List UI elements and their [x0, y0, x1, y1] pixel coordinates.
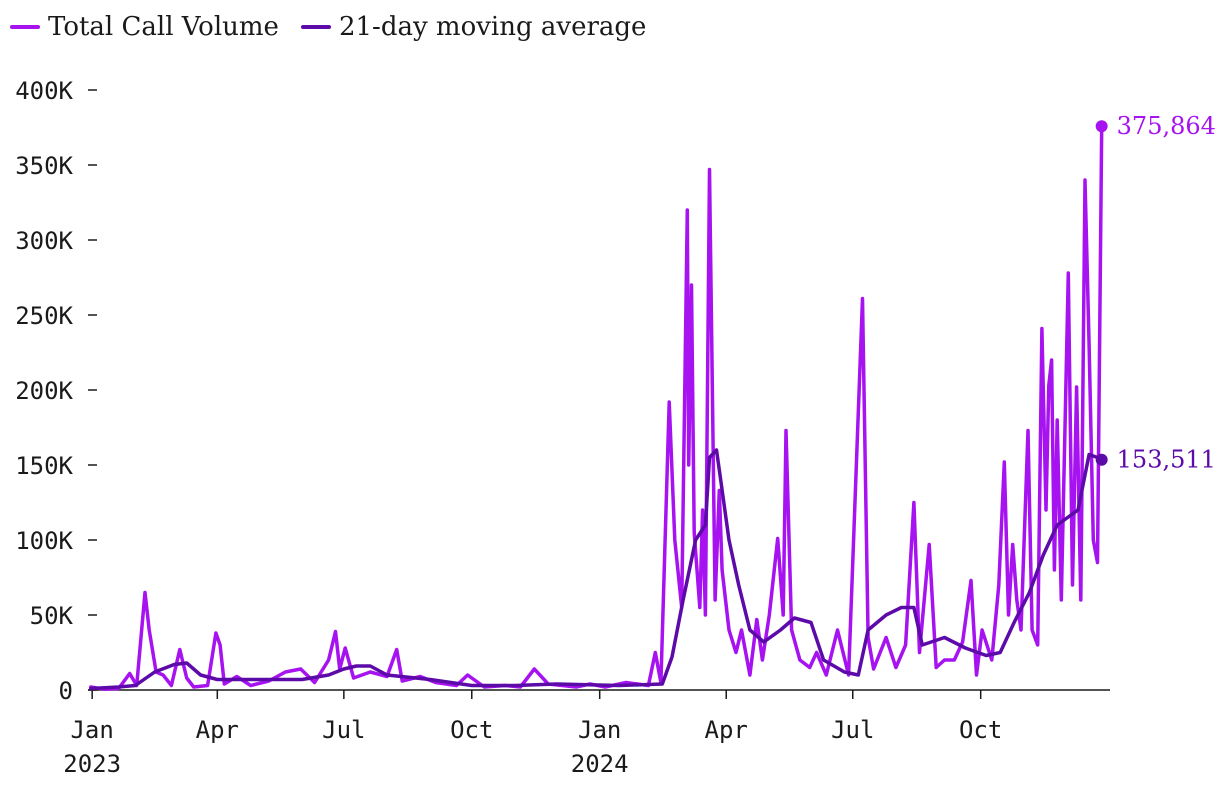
end-value-label-total: 375,864	[1117, 112, 1216, 140]
legend-swatch-total	[10, 25, 40, 29]
legend-label-total: Total Call Volume	[48, 12, 279, 42]
legend-item-total: Total Call Volume	[10, 12, 279, 42]
x-tick-label: Jul	[322, 716, 365, 744]
y-tick-label: 50K	[30, 602, 74, 630]
x-tick-label: Oct	[450, 716, 493, 744]
y-tick-label: 0	[59, 677, 73, 705]
end-marker-average	[1095, 453, 1108, 466]
y-tick-label: 400K	[15, 77, 73, 105]
y-tick-label: 300K	[15, 227, 73, 255]
y-tick-label: 350K	[15, 152, 73, 180]
end-value-label-average: 153,511	[1117, 446, 1216, 474]
x-tick-label: Jan	[70, 716, 113, 744]
x-tick-year-label: 2024	[571, 750, 629, 778]
legend-swatch-average	[300, 25, 331, 29]
y-tick-label: 250K	[15, 302, 73, 330]
y-tick-label: 100K	[15, 527, 73, 555]
x-tick-label: Jul	[831, 716, 874, 744]
series-line-total-call-volume	[89, 124, 1104, 692]
y-tick-label: 200K	[15, 377, 73, 405]
x-tick-label: Apr	[705, 716, 748, 744]
end-marker-total	[1095, 120, 1108, 133]
series-line-moving-average	[89, 448, 1104, 691]
legend-item-average: 21-day moving average	[300, 12, 647, 42]
legend: Total Call Volume 21-day moving average	[10, 12, 668, 42]
legend-label-average: 21-day moving average	[338, 12, 647, 42]
x-tick-label: Oct	[959, 716, 1002, 744]
x-tick-label: Jan	[578, 716, 621, 744]
x-tick-year-label: 2023	[63, 750, 121, 778]
x-tick-label: Apr	[196, 716, 239, 744]
y-tick-label: 150K	[15, 452, 73, 480]
